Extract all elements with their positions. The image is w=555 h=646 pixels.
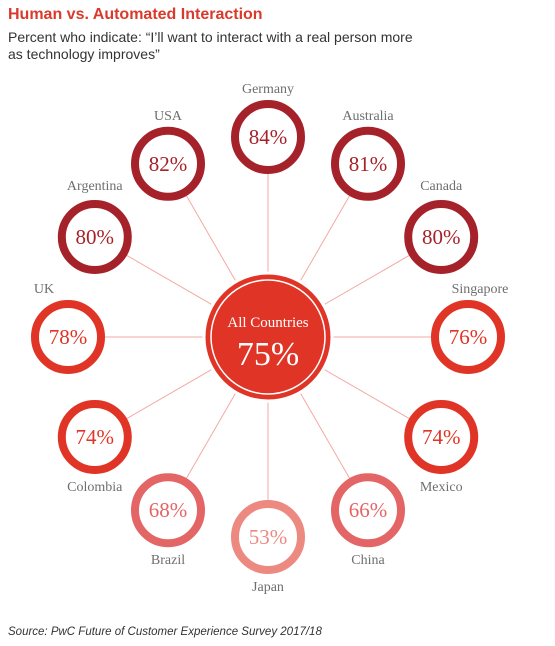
value-label: 53%	[249, 525, 288, 549]
value-label: 74%	[76, 425, 115, 449]
chart-subtitle: Percent who indicate: “I’ll want to inte…	[8, 29, 413, 62]
bubble-usa: 82% USA	[131, 109, 205, 201]
value-label: 74%	[422, 425, 461, 449]
value-label: 78%	[49, 325, 88, 349]
bubble-ring	[231, 100, 305, 174]
center-inner-ring	[210, 279, 326, 395]
country-bubbles: 84% Germany 81% Australia 80% Canada 76% Singap…	[31, 82, 509, 595]
value-label: 66%	[349, 498, 388, 522]
source-note: Source: PwC Future of Customer Experienc…	[8, 626, 322, 638]
center-caption: All Countries	[227, 315, 308, 331]
country-label: Mexico	[420, 480, 463, 495]
value-label: 68%	[149, 498, 188, 522]
country-label: Argentina	[67, 179, 124, 194]
country-label: USA	[154, 109, 183, 124]
bubble-uk: 78% UK	[31, 282, 105, 374]
bubble-mexico: 74% Mexico	[404, 400, 479, 495]
country-label: Singapore	[452, 282, 509, 297]
bubble-ring	[231, 500, 305, 574]
bubble-ring	[404, 400, 479, 474]
country-label: UK	[34, 282, 54, 297]
bubble-ring	[404, 200, 479, 274]
value-label: 80%	[76, 225, 115, 249]
country-label: Japan	[252, 580, 284, 595]
bubble-ring	[331, 126, 405, 201]
value-label: 76%	[449, 325, 488, 349]
value-label: 81%	[349, 152, 388, 176]
value-label: 84%	[249, 125, 288, 149]
bubble-ring	[31, 300, 105, 374]
country-label: Australia	[342, 109, 394, 124]
country-label: Brazil	[151, 553, 185, 568]
chart-title: Human vs. Automated Interaction	[8, 6, 263, 23]
bubble-argentina: 80% Argentina	[57, 179, 132, 274]
country-label: Colombia	[67, 480, 123, 495]
value-label: 82%	[149, 152, 188, 176]
bubble-brazil: 68% Brazil	[131, 473, 205, 568]
bubble-singapore: 76% Singapore	[431, 282, 509, 374]
bubble-ring	[57, 200, 132, 274]
country-label: Germany	[242, 82, 294, 97]
bubble-ring	[57, 400, 132, 474]
bubble-australia: 81% Australia	[331, 109, 405, 201]
bubble-china: 66% China	[331, 473, 405, 568]
bubble-ring	[131, 473, 205, 548]
bubble-canada: 80% Canada	[404, 179, 479, 274]
bubble-germany: 84% Germany	[231, 82, 305, 174]
value-label: 80%	[422, 225, 461, 249]
center-value: 75%	[237, 336, 299, 373]
country-label: Canada	[420, 179, 463, 194]
bubble-ring	[431, 300, 505, 374]
bubble-ring	[131, 126, 205, 201]
bubble-ring	[331, 473, 405, 548]
bubble-japan: 53% Japan	[231, 500, 305, 595]
center-circle	[202, 271, 334, 403]
country-label: China	[351, 553, 385, 568]
center-bubble: All Countries 75%	[202, 271, 334, 403]
bubble-colombia: 74% Colombia	[57, 400, 132, 495]
